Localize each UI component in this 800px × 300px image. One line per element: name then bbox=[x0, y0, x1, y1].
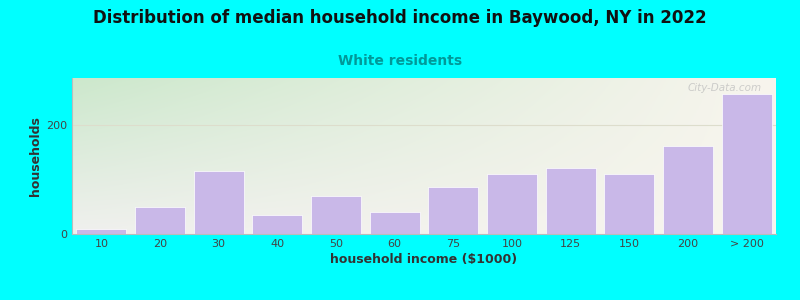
Bar bbox=[429, 188, 478, 234]
Text: White residents: White residents bbox=[338, 54, 462, 68]
Y-axis label: households: households bbox=[29, 116, 42, 196]
Bar bbox=[663, 146, 713, 234]
X-axis label: household income ($1000): household income ($1000) bbox=[330, 253, 518, 266]
Bar bbox=[546, 168, 595, 234]
Bar bbox=[77, 229, 126, 234]
Bar bbox=[311, 196, 361, 234]
Bar bbox=[722, 94, 771, 234]
Bar bbox=[370, 212, 419, 234]
Bar bbox=[194, 171, 243, 234]
Bar bbox=[135, 207, 185, 234]
Bar bbox=[487, 174, 537, 234]
Bar bbox=[253, 215, 302, 234]
Bar bbox=[605, 174, 654, 234]
Text: City-Data.com: City-Data.com bbox=[688, 83, 762, 93]
Text: Distribution of median household income in Baywood, NY in 2022: Distribution of median household income … bbox=[93, 9, 707, 27]
